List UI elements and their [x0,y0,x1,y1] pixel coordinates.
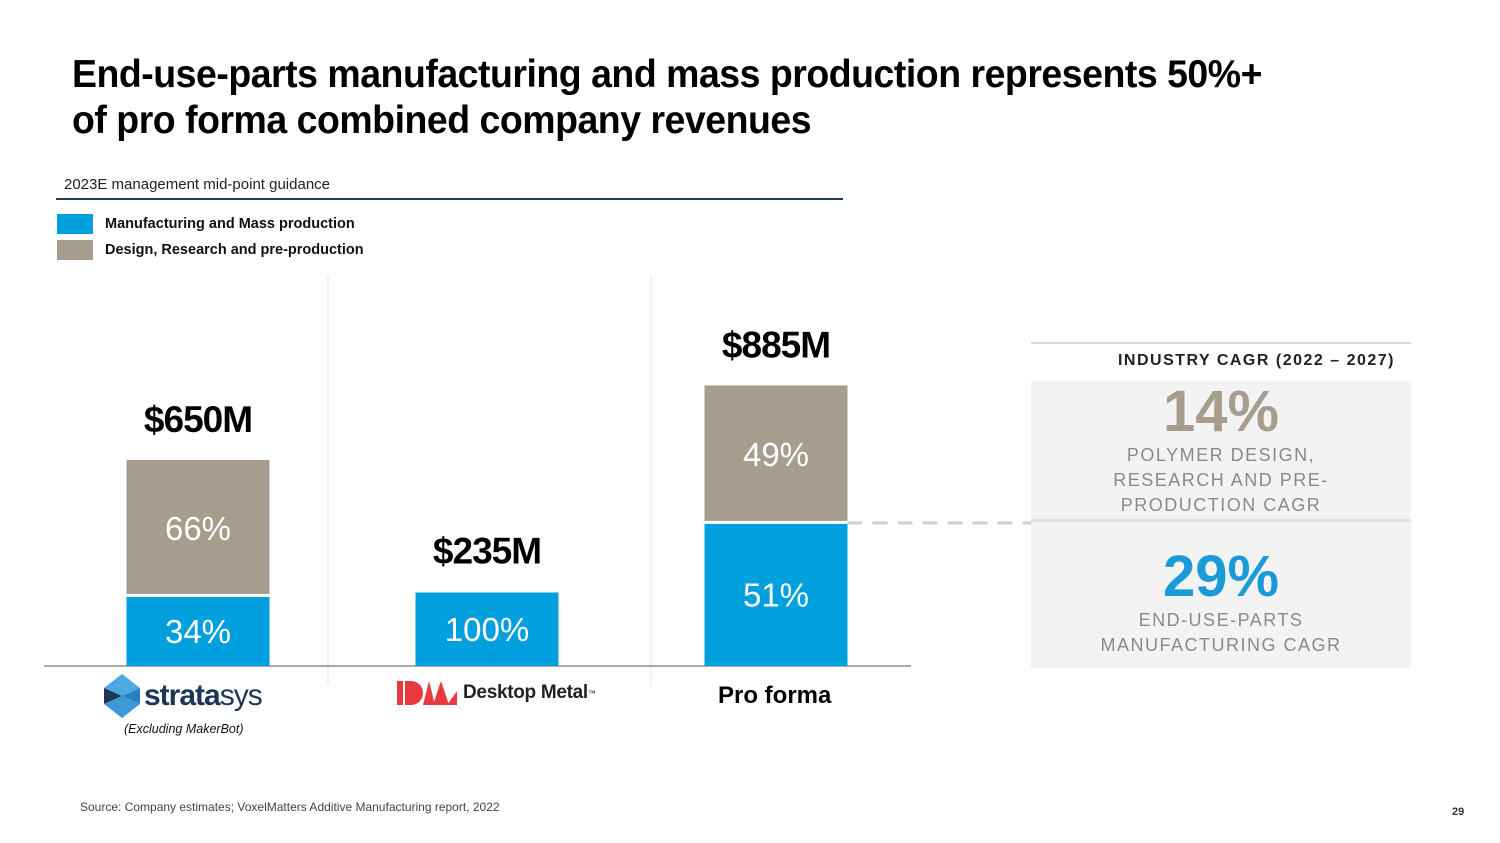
cagr-top-divider [1031,342,1411,344]
legend-label: Design, Research and pre-production [105,242,364,258]
source-note: Source: Company estimates; VoxelMatters … [80,800,500,814]
desktop-metal-logo-icon [397,681,457,705]
cagr-divider [1031,519,1411,522]
wordmark-bold: strata [144,679,221,712]
cagr-label-line: RESEARCH AND PRE- [1113,470,1329,490]
segment-label: 34% [165,613,231,650]
title-line-2: of pro forma combined company revenues [72,99,812,142]
total-label: $650M [144,399,252,440]
segment-label: 49% [743,436,809,473]
total-label: $885M [722,324,830,365]
desktop-metal-wordmark: Desktop Metal [463,682,588,703]
cagr-header: INDUSTRY CAGR (2022 – 2027) [1117,352,1395,369]
cagr-label-design: POLYMER DESIGN, RESEARCH AND PRE- PRODUC… [1031,443,1411,518]
cagr-label-line: POLYMER DESIGN, [1126,445,1316,465]
stratasys-wordmark: stratasys [144,679,263,713]
chart-subtitle: 2023E management mid-point guidance [64,176,331,193]
desktop-metal-logo: Desktop Metal ™ [397,681,596,705]
chart-legend: Manufacturing and Mass production Design… [57,211,364,263]
total-label: $235M [433,531,541,572]
legend-swatch-design [57,240,93,260]
bar-segment-design [704,385,848,521]
subtitle-divider [56,198,843,200]
cagr-label-line: PRODUCTION CAGR [1120,495,1322,515]
segment-label: 66% [165,510,231,547]
proforma-label: Pro forma [718,682,832,709]
cagr-value-manufacturing: 29% [1162,544,1280,609]
stratasys-logo-icon [104,674,140,718]
page-number: 29 [1452,806,1465,818]
title-line-1: End-use-parts manufacturing and mass pro… [72,53,1262,96]
cagr-label-line: MANUFACTURING CAGR [1100,635,1342,655]
bar-segment-manufacturing [415,592,559,666]
stratasys-logo: stratasys [104,674,263,718]
wordmark-light: sys [219,679,263,712]
legend-swatch-manufacturing [57,214,93,234]
trademark-symbol: ™ [587,688,596,698]
cagr-value-design: 14% [1162,379,1280,444]
legend-item-manufacturing: Manufacturing and Mass production [57,211,364,237]
cagr-box-design: 14% POLYMER DESIGN, RESEARCH AND PRE- PR… [1031,381,1411,520]
segment-label: 51% [743,576,809,613]
bar-segment-manufacturing [704,523,848,666]
cagr-label-manufacturing: END-USE-PARTS MANUFACTURING CAGR [1031,608,1411,658]
stratasys-note: (Excluding MakerBot) [124,722,244,736]
segment-label: 100% [445,611,529,648]
bar-segment-design [126,459,270,594]
legend-item-design: Design, Research and pre-production [57,237,364,263]
cagr-box-manufacturing: 29% END-USE-PARTS MANUFACTURING CAGR [1031,522,1411,668]
cagr-label-line: END-USE-PARTS [1138,610,1304,630]
bar-segment-manufacturing [126,596,270,666]
legend-label: Manufacturing and Mass production [105,216,355,232]
slide-title: End-use-parts manufacturing and mass pro… [72,52,1378,144]
